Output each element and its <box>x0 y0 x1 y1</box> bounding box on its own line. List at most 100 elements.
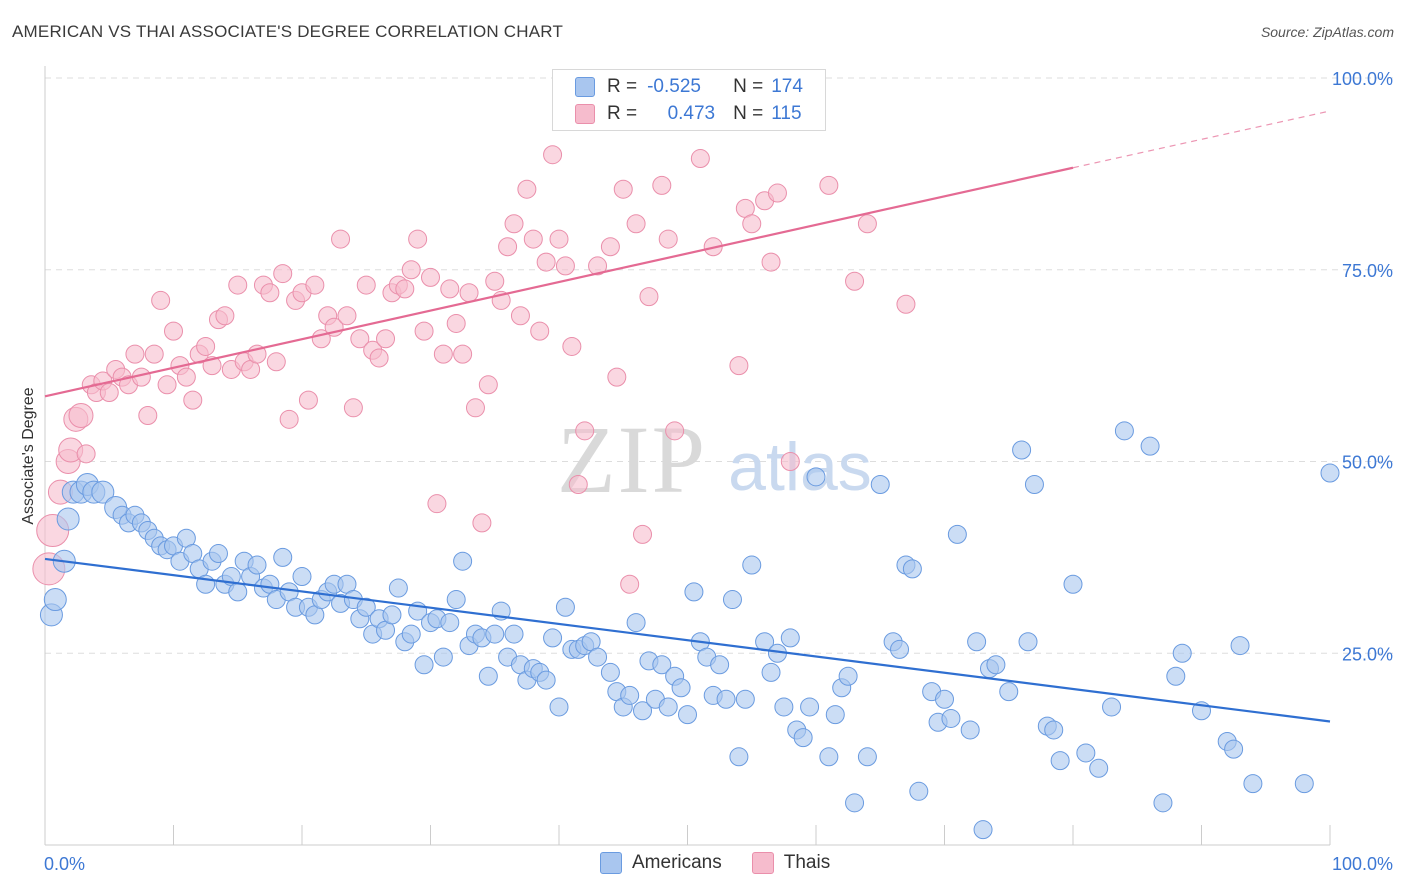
watermark-atlas: atlas <box>728 429 872 505</box>
thai-point <box>633 524 653 544</box>
legend-r-label: R = <box>607 76 638 97</box>
thai-point <box>459 283 479 303</box>
american-point <box>947 524 967 544</box>
american-point <box>742 555 762 575</box>
thai-point <box>395 279 415 299</box>
legend-item-americans[interactable]: Americans <box>600 852 722 874</box>
american-point <box>652 655 672 675</box>
thai-point <box>658 229 678 249</box>
thai-point <box>298 390 318 410</box>
thai-point <box>652 175 672 195</box>
american-point <box>774 697 794 717</box>
thai-point <box>639 287 659 307</box>
thai-point <box>690 149 710 169</box>
thai-point <box>68 402 94 428</box>
thai-point <box>176 367 196 387</box>
thai-point <box>215 306 235 326</box>
american-point <box>1102 697 1122 717</box>
legend-item-thais[interactable]: Thais <box>751 852 830 874</box>
thai-point <box>620 574 640 594</box>
americans-points <box>39 421 1340 840</box>
thai-point <box>401 260 421 280</box>
watermark-zip: ZIP <box>557 406 707 513</box>
thai-point <box>543 145 563 165</box>
american-point <box>941 708 961 728</box>
american-point <box>722 590 742 610</box>
american-point <box>549 697 569 717</box>
thai-point <box>857 214 877 234</box>
american-point <box>658 697 678 717</box>
thai-point <box>530 321 550 341</box>
american-point <box>678 705 697 725</box>
thai-point <box>164 321 183 341</box>
thai-point <box>517 179 537 199</box>
american-point <box>800 697 820 717</box>
american-point <box>1012 440 1032 460</box>
american-point <box>292 567 312 587</box>
american-point <box>1089 758 1109 778</box>
american-point <box>825 705 845 725</box>
american-point <box>43 588 67 612</box>
american-point <box>536 670 556 690</box>
thai-point <box>99 382 119 402</box>
american-point <box>1018 632 1038 652</box>
american-point <box>247 555 267 575</box>
american-point <box>478 666 498 686</box>
thai-point <box>761 252 781 272</box>
american-point <box>414 655 434 675</box>
axes-layer <box>44 66 1331 846</box>
american-point <box>735 689 755 709</box>
thais-legend-swatch <box>751 852 774 874</box>
thai-point <box>523 229 543 249</box>
legend-n-value: 115 <box>771 103 802 124</box>
thai-point <box>331 229 351 249</box>
thai-point <box>742 214 762 234</box>
american-point <box>433 647 453 667</box>
american-point <box>819 747 839 767</box>
american-point <box>91 480 115 504</box>
thais-trend-line <box>44 166 1074 398</box>
american-point <box>208 544 228 564</box>
thai-point <box>607 367 627 387</box>
thai-point <box>228 275 248 295</box>
thai-point <box>427 494 447 514</box>
thai-point <box>575 421 595 441</box>
legend-r-label: R = <box>607 103 638 124</box>
thai-point <box>665 421 685 441</box>
thai-point <box>613 179 633 199</box>
thai-point <box>504 214 524 234</box>
american-point <box>1320 463 1340 483</box>
american-point <box>273 547 293 567</box>
thais-points <box>32 145 916 594</box>
thai-point <box>510 306 530 326</box>
legend-r-value: 0.473 <box>667 103 716 124</box>
american-point <box>1166 666 1186 686</box>
thai-point <box>446 313 466 333</box>
american-point <box>780 628 800 648</box>
american-point <box>626 613 646 633</box>
thai-point <box>588 256 608 276</box>
thai-point <box>600 237 620 257</box>
thai-point <box>478 375 498 395</box>
american-point <box>845 793 865 813</box>
american-point <box>1024 475 1044 495</box>
american-point <box>56 507 80 531</box>
american-point <box>588 647 608 667</box>
legend-label-americans: Americans <box>632 852 722 873</box>
thai-point <box>472 513 492 533</box>
y-tick-label: 50.0% <box>1342 453 1393 473</box>
series-legend: Americans Thais <box>600 852 860 874</box>
american-point <box>793 728 813 748</box>
american-point <box>228 582 248 602</box>
american-point <box>684 582 704 602</box>
thai-point <box>376 329 396 349</box>
thai-point <box>196 336 216 356</box>
americans-trend-line <box>44 557 1331 723</box>
american-point <box>543 628 563 648</box>
thai-point <box>555 256 575 276</box>
american-point <box>401 624 421 644</box>
thai-point <box>125 344 145 364</box>
thai-point <box>408 229 428 249</box>
thai-point <box>780 452 800 471</box>
